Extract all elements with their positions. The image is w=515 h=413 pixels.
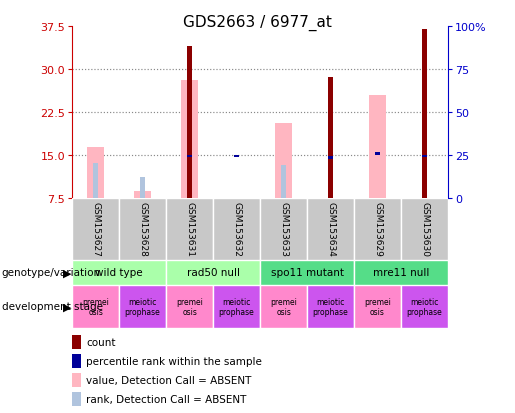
Text: genotype/variation: genotype/variation: [2, 268, 100, 278]
Bar: [72, 198, 119, 260]
Text: ▶: ▶: [63, 268, 72, 278]
Bar: [72, 335, 81, 349]
Bar: [87, 148, 104, 198]
Text: GSM153634: GSM153634: [326, 202, 335, 256]
Text: rank, Detection Call = ABSENT: rank, Detection Call = ABSENT: [87, 394, 247, 404]
Bar: [422, 155, 427, 158]
Bar: [328, 78, 333, 198]
Text: premei
osis: premei osis: [270, 297, 297, 316]
Bar: [187, 155, 193, 158]
Bar: [275, 124, 292, 198]
Text: GSM153628: GSM153628: [138, 202, 147, 256]
Bar: [422, 30, 427, 198]
Text: wild type: wild type: [95, 268, 143, 278]
Text: value, Detection Call = ABSENT: value, Detection Call = ABSENT: [87, 375, 252, 385]
Text: mre11 null: mre11 null: [373, 268, 429, 278]
Text: GSM153630: GSM153630: [420, 202, 429, 256]
Text: GSM153627: GSM153627: [91, 202, 100, 256]
Bar: [119, 198, 166, 260]
Bar: [134, 191, 151, 198]
Text: meiotic
prophase: meiotic prophase: [313, 297, 349, 316]
Bar: [72, 392, 81, 406]
Bar: [281, 166, 286, 198]
Bar: [181, 81, 198, 198]
Bar: [213, 285, 260, 328]
Bar: [307, 198, 354, 260]
Text: GDS2663 / 6977_at: GDS2663 / 6977_at: [183, 14, 332, 31]
Bar: [187, 47, 193, 198]
Bar: [72, 285, 119, 328]
Bar: [166, 198, 213, 260]
Text: GSM153629: GSM153629: [373, 202, 382, 256]
Bar: [369, 95, 386, 198]
Bar: [234, 155, 239, 158]
Text: rad50 null: rad50 null: [186, 268, 239, 278]
Bar: [307, 285, 354, 328]
Text: development stage: development stage: [2, 301, 102, 312]
Bar: [260, 285, 307, 328]
Bar: [260, 198, 307, 260]
Text: meiotic
prophase: meiotic prophase: [219, 297, 254, 316]
Bar: [72, 260, 166, 285]
Bar: [72, 373, 81, 387]
Text: GSM153632: GSM153632: [232, 202, 241, 256]
Text: premei
osis: premei osis: [364, 297, 391, 316]
Bar: [375, 153, 381, 155]
Bar: [93, 164, 98, 198]
Text: meiotic
prophase: meiotic prophase: [125, 297, 161, 316]
Bar: [213, 198, 260, 260]
Text: ▶: ▶: [63, 301, 72, 312]
Text: percentile rank within the sample: percentile rank within the sample: [87, 356, 262, 366]
Bar: [72, 354, 81, 368]
Bar: [260, 260, 354, 285]
Bar: [166, 285, 213, 328]
Bar: [401, 198, 448, 260]
Bar: [354, 198, 401, 260]
Bar: [354, 285, 401, 328]
Bar: [166, 260, 260, 285]
Text: meiotic
prophase: meiotic prophase: [407, 297, 442, 316]
Text: GSM153631: GSM153631: [185, 202, 194, 256]
Text: premei
osis: premei osis: [176, 297, 203, 316]
Text: premei
osis: premei osis: [82, 297, 109, 316]
Bar: [401, 285, 448, 328]
Bar: [119, 285, 166, 328]
Text: count: count: [87, 337, 116, 347]
Text: GSM153633: GSM153633: [279, 202, 288, 256]
Bar: [354, 260, 448, 285]
Text: spo11 mutant: spo11 mutant: [270, 268, 344, 278]
Bar: [328, 157, 333, 159]
Bar: [140, 177, 145, 198]
